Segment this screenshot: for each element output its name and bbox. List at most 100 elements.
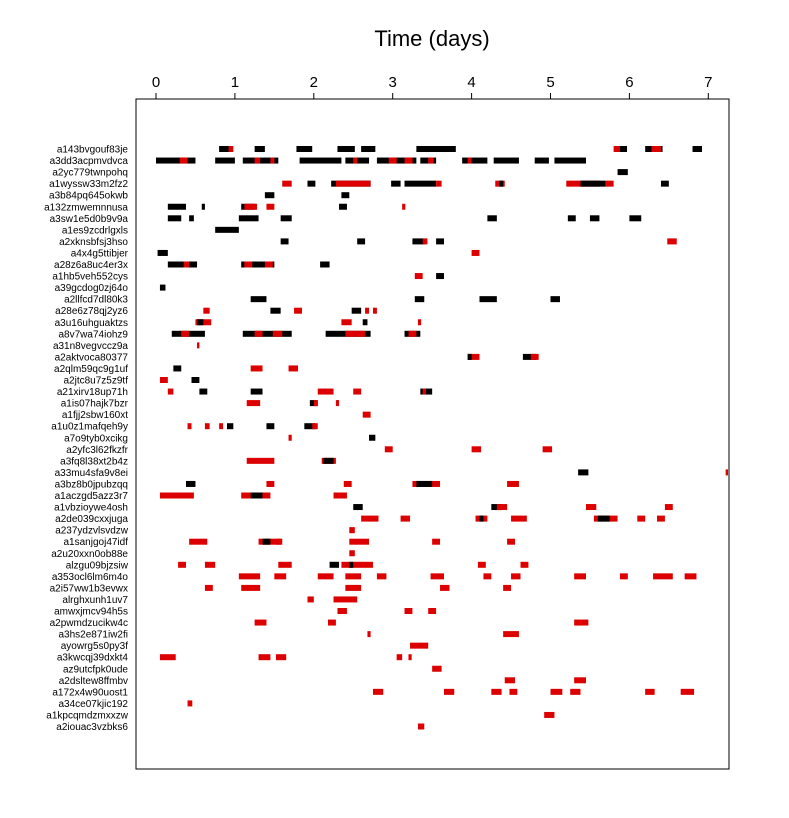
event-bar	[428, 608, 437, 614]
row-label: a3sw1e5d0b9v9a	[50, 214, 129, 225]
row-label: a1fjj2sbw160xt	[62, 410, 128, 421]
event-bar	[320, 261, 330, 268]
row-label: a4x4g5ttibjer	[71, 248, 129, 259]
row-label: a1u0z1mafqeh9y	[51, 422, 128, 433]
event-bar	[477, 561, 486, 568]
event-bar	[372, 307, 377, 314]
event-bar	[250, 296, 267, 303]
event-bar	[613, 146, 624, 152]
event-bar	[159, 492, 194, 499]
row-label: a2dsltew8ffmbv	[59, 676, 128, 687]
event-bar	[467, 353, 480, 360]
event-bar	[349, 538, 370, 545]
event-bar	[242, 157, 279, 164]
event-bar	[201, 203, 205, 210]
event-bar	[349, 561, 354, 568]
row-label: a2iouac3vzbks6	[56, 722, 128, 733]
event-bar	[238, 215, 259, 222]
event-bar	[365, 307, 370, 314]
event-bar	[657, 515, 665, 522]
event-bar	[339, 203, 347, 210]
event-bar	[244, 261, 253, 268]
event-bar	[417, 723, 425, 730]
event-bar	[402, 203, 406, 210]
event-bar	[443, 688, 455, 695]
row-label: a3dd3acpmvdvca	[50, 156, 129, 167]
row-label: az9utcfpk0ude	[63, 664, 128, 675]
event-bar	[353, 504, 363, 511]
x-axis: 0 1 2 3 4 5 6 7	[152, 74, 712, 99]
event-bar	[414, 296, 425, 303]
event-bar	[410, 642, 429, 649]
event-bar	[204, 561, 216, 568]
event-bar	[187, 700, 193, 707]
event-bar	[353, 388, 362, 395]
event-bar	[270, 307, 281, 314]
event-bar	[335, 180, 371, 187]
event-bar	[408, 330, 417, 337]
event-bar	[264, 261, 273, 268]
event-bar	[294, 307, 302, 314]
event-bar	[422, 238, 428, 245]
event-bar	[288, 365, 299, 372]
row-label: a2qlm59qc9g1uf	[54, 364, 128, 375]
event-bar	[341, 192, 350, 199]
event-bar	[653, 573, 673, 580]
event-bar	[242, 330, 292, 337]
row-label: a7o9tyb0xcikg	[64, 433, 128, 444]
row-label: a1hb5veh552cys	[52, 272, 128, 283]
event-bar	[471, 446, 482, 453]
event-bar	[351, 307, 362, 314]
event-bar	[417, 319, 422, 326]
event-bar	[203, 307, 210, 314]
event-bar	[280, 215, 292, 222]
event-bar	[509, 688, 518, 695]
event-bar	[333, 492, 347, 499]
x-tick-label: 1	[231, 74, 239, 91]
event-bar	[619, 146, 628, 152]
event-bar	[436, 273, 444, 280]
event-bar	[664, 504, 673, 511]
event-bar	[173, 365, 182, 372]
row-label: a8v7wa74iohz9	[59, 329, 129, 340]
event-bar	[503, 584, 512, 591]
event-bar	[692, 146, 702, 152]
row-label: a353ocl6lm6m4o	[52, 572, 129, 583]
event-bar	[589, 215, 600, 222]
event-bar	[578, 469, 589, 476]
event-bar	[396, 654, 403, 661]
row-label: a28e6z78qj2yz6	[55, 306, 128, 317]
event-bar	[471, 249, 480, 256]
event-bar	[345, 330, 366, 337]
event-bar	[507, 538, 515, 545]
event-bar	[361, 146, 376, 152]
event-bar	[204, 584, 213, 591]
event-bar	[436, 180, 442, 187]
event-bar	[337, 146, 355, 152]
event-bar	[329, 561, 340, 568]
row-label: a2pwmdzucikw4c	[50, 618, 128, 629]
event-bar	[323, 457, 334, 464]
event-bar	[629, 215, 642, 222]
event-bar	[491, 688, 502, 695]
event-bar	[542, 446, 553, 453]
x-tick-label: 0	[152, 74, 160, 91]
event-bar	[288, 434, 292, 441]
row-label: a28z6a8uc4er3x	[54, 260, 128, 271]
event-bar	[637, 515, 646, 522]
event-bar	[244, 203, 257, 210]
event-bar	[335, 400, 340, 407]
event-bar	[246, 457, 275, 464]
event-bar	[574, 573, 587, 580]
event-bar	[250, 492, 263, 499]
event-bar	[197, 342, 200, 349]
event-bar	[275, 654, 287, 661]
row-label: a2xknsbfsj3hso	[59, 237, 128, 248]
event-bar	[345, 584, 362, 591]
event-bar	[304, 423, 316, 430]
event-bar	[605, 180, 614, 187]
event-bar	[467, 157, 472, 164]
event-bar	[404, 157, 413, 164]
row-label: a1is07hajk7bzr	[61, 399, 129, 410]
